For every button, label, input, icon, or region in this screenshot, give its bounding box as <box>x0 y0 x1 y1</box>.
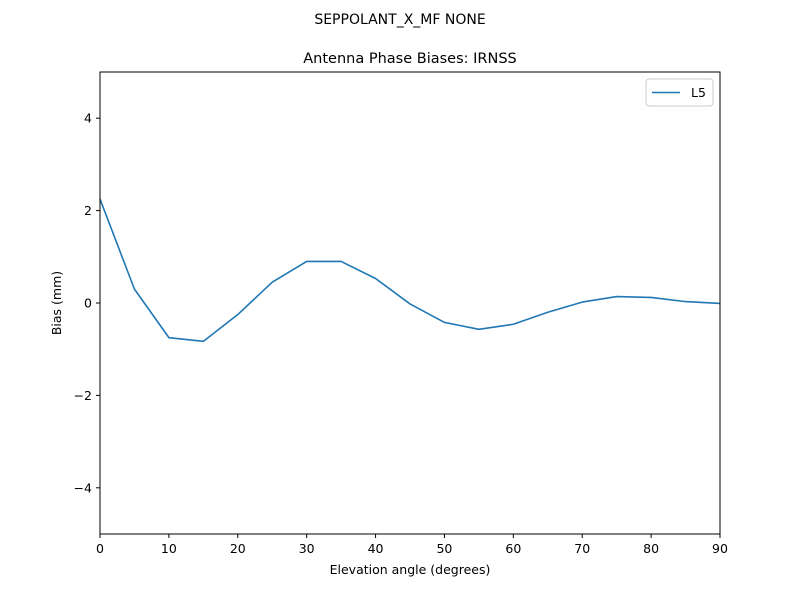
x-tick-label: 70 <box>574 541 590 556</box>
x-tick-label: 0 <box>96 541 104 556</box>
x-tick-label: 80 <box>643 541 659 556</box>
x-axis-label: Elevation angle (degrees) <box>330 562 491 577</box>
y-tick-label: 2 <box>84 203 92 218</box>
y-axis: −4 −2 0 2 4 <box>74 111 100 495</box>
x-axis: 0 10 20 30 40 50 60 70 80 90 <box>96 534 728 556</box>
y-tick-label: 0 <box>84 296 92 311</box>
x-tick-label: 40 <box>368 541 384 556</box>
x-tick-label: 60 <box>505 541 521 556</box>
plot-area <box>99 198 721 343</box>
figure-suptitle: SEPPOLANT_X_MF NONE <box>314 12 485 28</box>
legend-entry-label: L5 <box>691 85 706 100</box>
x-tick-label: 10 <box>161 541 177 556</box>
x-tick-label: 90 <box>712 541 728 556</box>
y-tick-label: 4 <box>84 111 92 126</box>
legend: L5 <box>645 78 714 107</box>
x-tick-label: 20 <box>230 541 246 556</box>
y-tick-label: −4 <box>74 480 92 495</box>
chart-title: Antenna Phase Biases: IRNSS <box>303 51 517 67</box>
x-tick-label: 30 <box>299 541 315 556</box>
y-axis-label: Bias (mm) <box>49 271 64 335</box>
y-tick-label: −2 <box>74 388 92 403</box>
series-line-l5 <box>99 198 721 343</box>
x-tick-label: 50 <box>436 541 452 556</box>
